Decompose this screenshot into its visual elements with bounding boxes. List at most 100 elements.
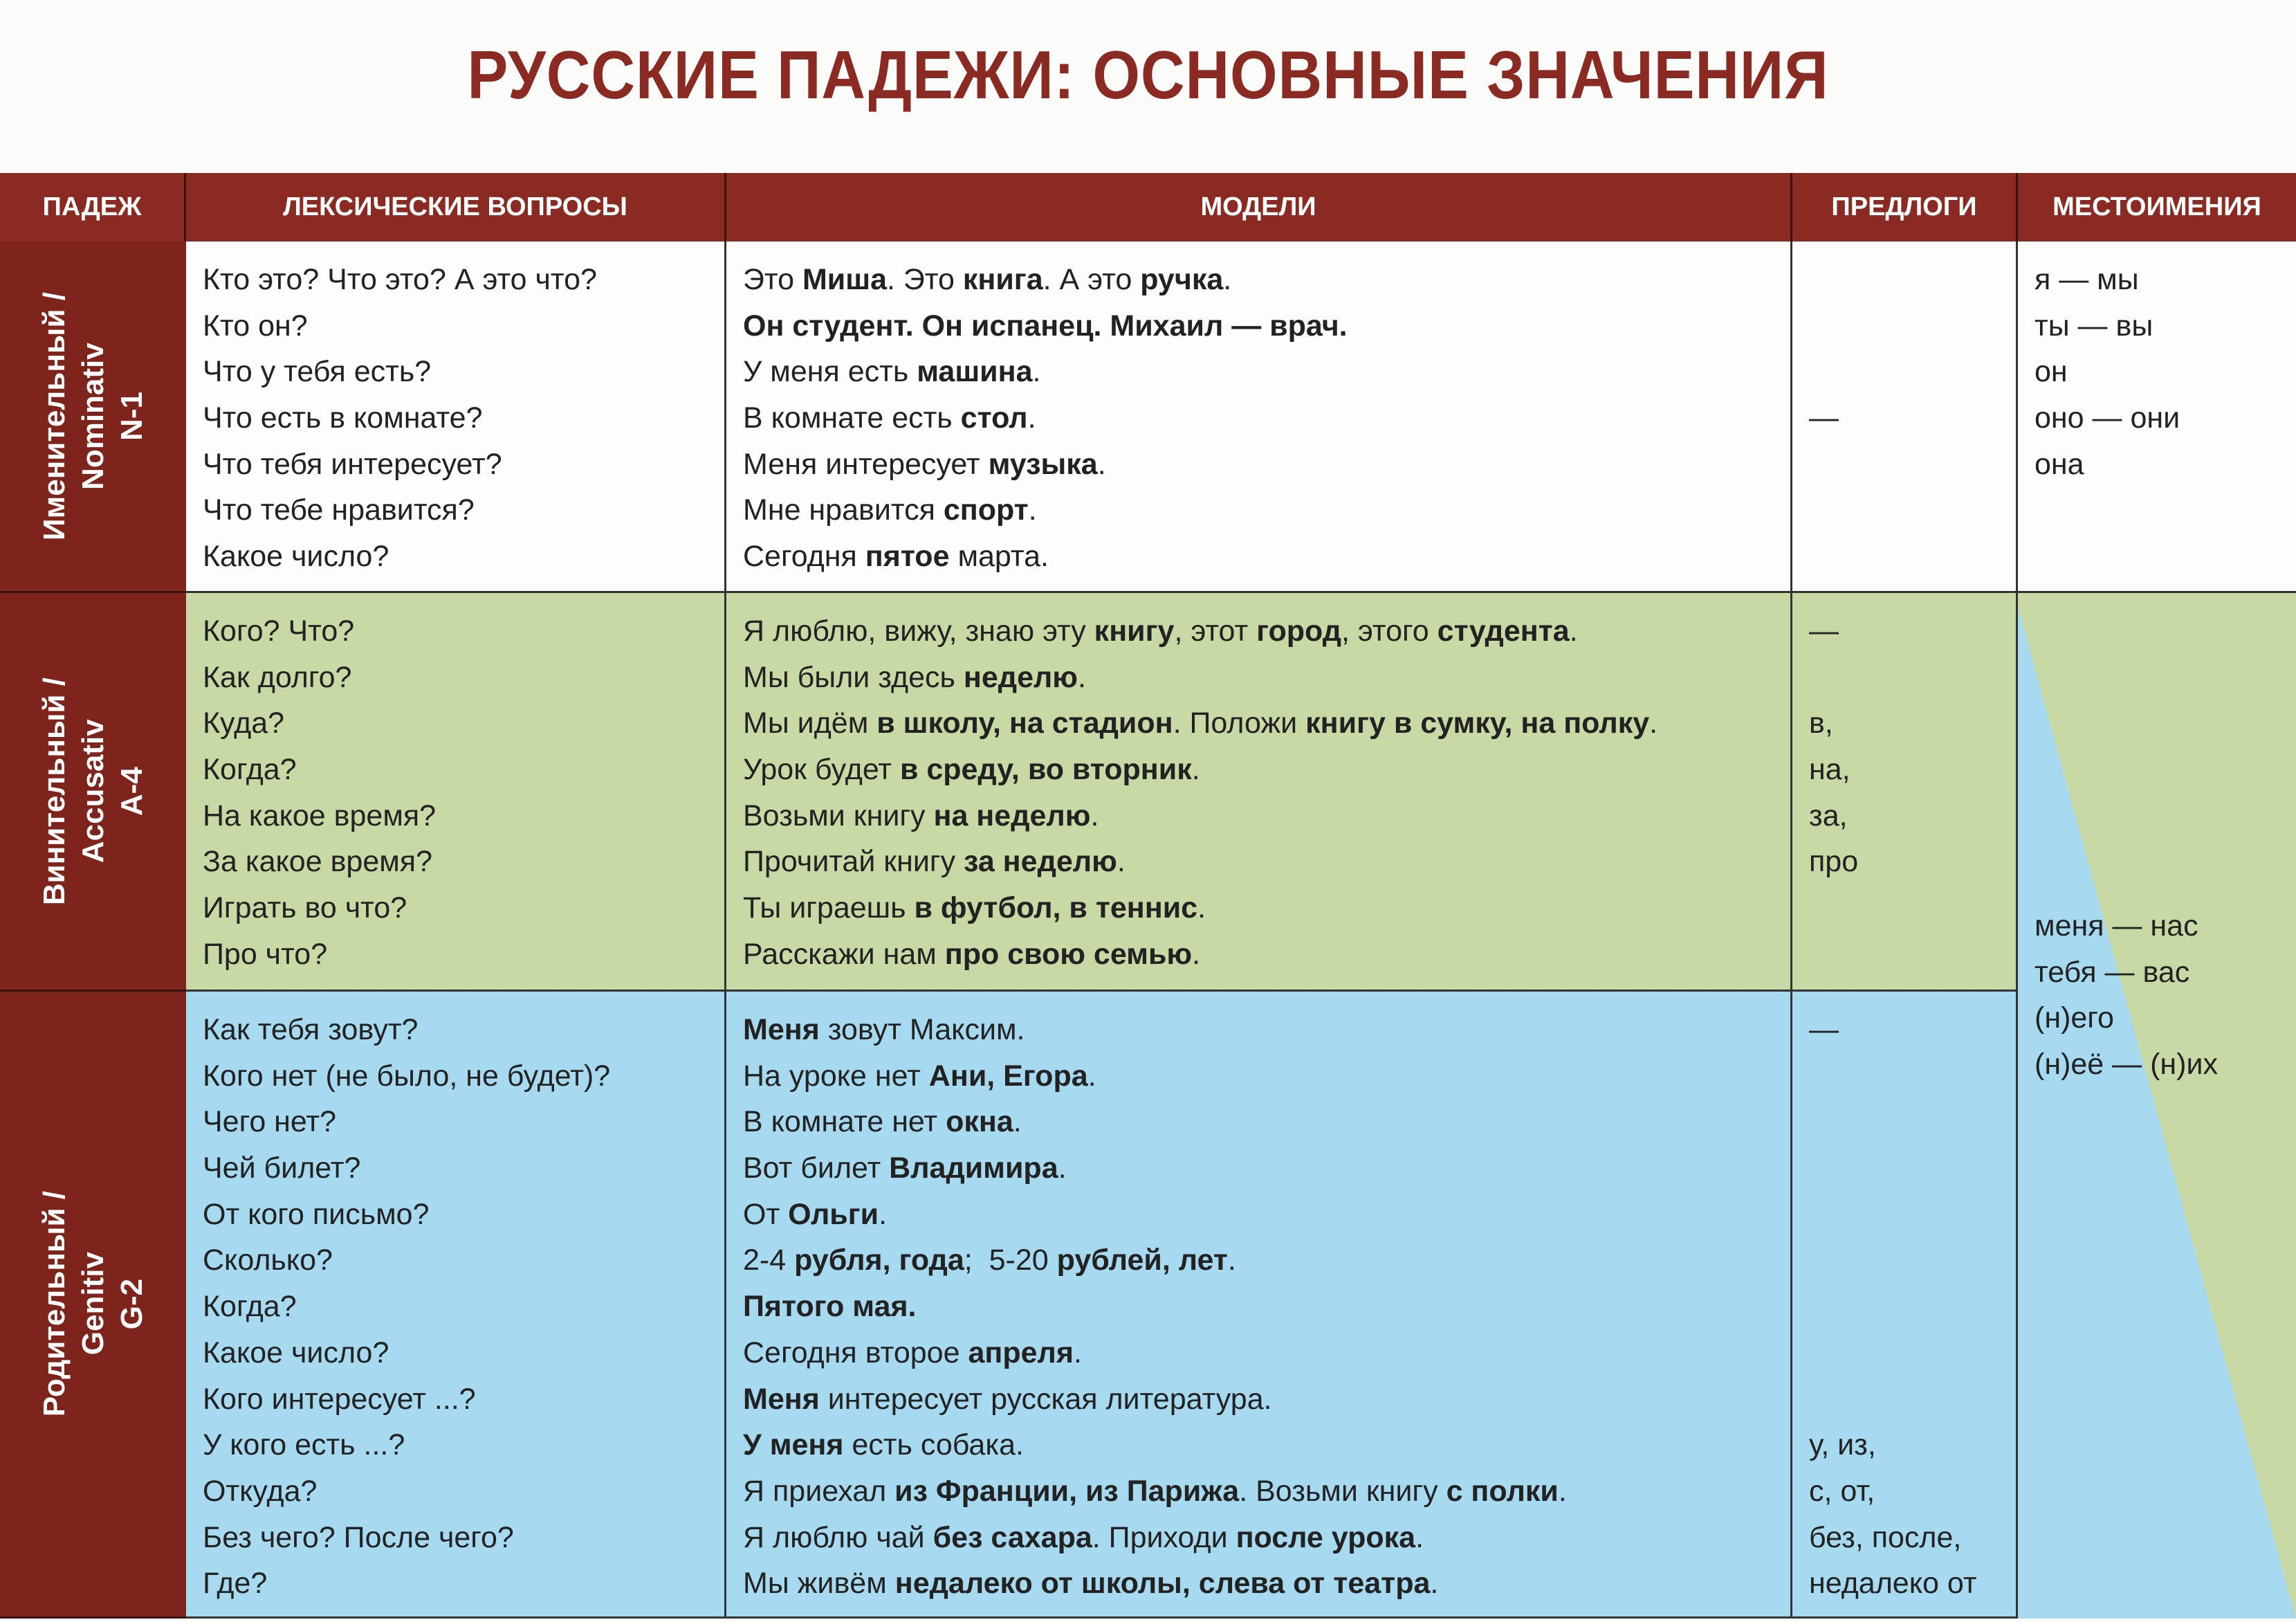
model-line: Прочитай книгу за неделю.	[743, 839, 1790, 885]
model-fragment: Ты играешь	[743, 891, 915, 925]
model-line: Мне нравится спорт.	[743, 487, 1790, 534]
model-fragment: .	[1058, 1151, 1067, 1185]
model-bold-fragment: без сахара	[933, 1520, 1092, 1554]
model-line: Мы живём недалеко от школы, слева от теа…	[743, 1560, 1790, 1607]
models-cell-accusative: Я люблю, вижу, знаю эту книгу, этот горо…	[726, 593, 1792, 992]
model-bold-fragment: про свою семью	[944, 937, 1193, 971]
case-label-accusative: Винительный / Accusativ A-4	[0, 593, 186, 992]
model-bold-fragment: рублей, лет	[1056, 1243, 1228, 1277]
model-bold-fragment: Миша	[802, 263, 887, 296]
model-fragment: зовут Максим.	[819, 1013, 1025, 1046]
model-fragment: .	[1197, 891, 1206, 925]
model-fragment: .	[1415, 1520, 1424, 1554]
model-fragment: .	[1028, 493, 1037, 527]
prepositions-cell-accusative: — в, на, за, про	[1792, 593, 2018, 992]
model-bold-fragment: Он студент. Он испанец. Михаил — врач.	[743, 309, 1348, 343]
model-bold-fragment: ручка	[1140, 263, 1224, 296]
question-line: Что тебя интересует?	[203, 447, 502, 481]
model-fragment: .	[1013, 1105, 1022, 1139]
model-bold-fragment: недалеко от школы, слева от театра	[894, 1567, 1431, 1601]
model-bold-fragment: книгу в сумку, на полку	[1305, 707, 1650, 740]
preposition-line	[1809, 257, 2016, 303]
model-fragment: .	[1430, 1567, 1439, 1601]
model-fragment: .	[1032, 355, 1041, 389]
preposition-line: у, из,	[1809, 1428, 1876, 1462]
model-line: Я люблю, вижу, знаю эту книгу, этот горо…	[743, 608, 1790, 655]
pronoun-line: меня — нас	[2035, 909, 2198, 942]
model-fragment: Я люблю чай	[743, 1520, 933, 1554]
question-line: Кто он?	[203, 309, 308, 343]
model-fragment: , этот	[1174, 614, 1257, 648]
model-line: От Ольги.	[743, 1192, 1790, 1238]
model-line: На уроке нет Ани, Егора.	[743, 1053, 1790, 1100]
preposition-line	[1809, 1145, 2016, 1192]
model-fragment: .	[1223, 263, 1232, 296]
model-fragment: Я люблю, вижу, знаю эту	[743, 614, 1094, 648]
model-line: 2-4 рубля, года; 5-20 рублей, лет.	[743, 1237, 1790, 1284]
question-line: Про что?	[203, 937, 328, 971]
pronoun-line: она	[2035, 447, 2084, 481]
model-line: Возьми книгу на неделю.	[743, 793, 1790, 839]
case-name-line: Accusativ	[75, 719, 110, 864]
model-line: Меня интересует музыка.	[743, 441, 1790, 488]
preposition-line: в,	[1809, 707, 1833, 740]
preposition-line: —	[1809, 1013, 1839, 1046]
question-line: Где?	[203, 1567, 268, 1601]
model-fragment: .	[1649, 707, 1658, 740]
model-bold-fragment: апреля	[968, 1336, 1074, 1369]
case-name-line: Genitiv	[75, 1252, 110, 1356]
model-bold-fragment: Меня	[743, 1013, 820, 1046]
model-line: Это Миша. Это книга. А это ручка.	[743, 257, 1790, 303]
preposition-line	[1809, 1330, 2016, 1376]
model-fragment: . Это	[887, 263, 963, 296]
preposition-line	[1809, 1376, 2016, 1423]
model-line: Я приехал из Франции, из Парижа. Возьми …	[743, 1468, 1790, 1515]
model-bold-fragment: после урока	[1236, 1520, 1416, 1554]
model-fragment: .	[1227, 1243, 1236, 1277]
pronoun-line: он	[2035, 355, 2068, 389]
oblique-pronouns: меня — нас тебя — вас (н)его (н)её — (н)…	[2018, 903, 2296, 1088]
model-fragment: есть собака.	[843, 1428, 1024, 1462]
model-fragment: Меня интересует	[743, 447, 989, 481]
model-fragment: Мне нравится	[743, 493, 944, 527]
preposition-line	[1809, 1053, 2016, 1100]
model-fragment: .	[1558, 1474, 1567, 1508]
model-fragment: Прочитай книгу	[743, 845, 964, 879]
model-bold-fragment: с полки	[1446, 1474, 1559, 1508]
model-bold-fragment: за неделю	[964, 845, 1117, 879]
case-name-line: A-4	[114, 767, 149, 816]
model-fragment: , этого	[1341, 614, 1438, 648]
case-name: Родительный / Genitiv G-2	[35, 1191, 151, 1416]
case-name: Винительный / Accusativ A-4	[35, 677, 151, 905]
model-line: Вот билет Владимира.	[743, 1145, 1790, 1192]
model-fragment: .	[1569, 614, 1578, 648]
model-fragment: Мы живём	[743, 1567, 895, 1601]
question-line: Кого нет (не было, не будет)?	[203, 1059, 611, 1093]
question-line: На какое время?	[203, 799, 437, 832]
model-fragment: ; 5-20	[964, 1243, 1057, 1277]
model-bold-fragment: спорт	[943, 493, 1029, 527]
model-line: У меня есть машина.	[743, 349, 1790, 395]
question-line: Когда?	[203, 753, 297, 787]
model-fragment: У меня есть	[743, 355, 917, 389]
preposition-line	[1809, 1192, 2016, 1238]
model-bold-fragment: Пятого мая.	[743, 1290, 917, 1324]
case-name-line: G-2	[114, 1278, 149, 1330]
model-bold-fragment: музыка	[988, 447, 1098, 481]
question-line: У кого есть ...?	[203, 1428, 405, 1462]
model-line: Пятого мая.	[743, 1284, 1790, 1330]
model-bold-fragment: в среду, во вторник	[899, 753, 1192, 787]
model-bold-fragment: Владимира	[889, 1151, 1058, 1185]
model-bold-fragment: город	[1256, 614, 1342, 648]
model-bold-fragment: рубля, года	[794, 1243, 964, 1277]
model-fragment: .	[1090, 799, 1099, 832]
question-line: Какое число?	[203, 540, 389, 574]
nominative-pronouns: я — мы ты — вы он оно — они она	[2018, 242, 2296, 593]
model-fragment: 2-4	[743, 1243, 795, 1277]
model-fragment: .	[1027, 401, 1036, 435]
question-line: Сколько?	[203, 1243, 333, 1277]
models-cell-genitive: Меня зовут Максим. На уроке нет Ани, Егор…	[726, 992, 1792, 1619]
case-name-line: N-1	[114, 392, 149, 441]
question-line: Кого? Что?	[203, 614, 355, 648]
model-fragment: Мы идём	[743, 707, 877, 740]
